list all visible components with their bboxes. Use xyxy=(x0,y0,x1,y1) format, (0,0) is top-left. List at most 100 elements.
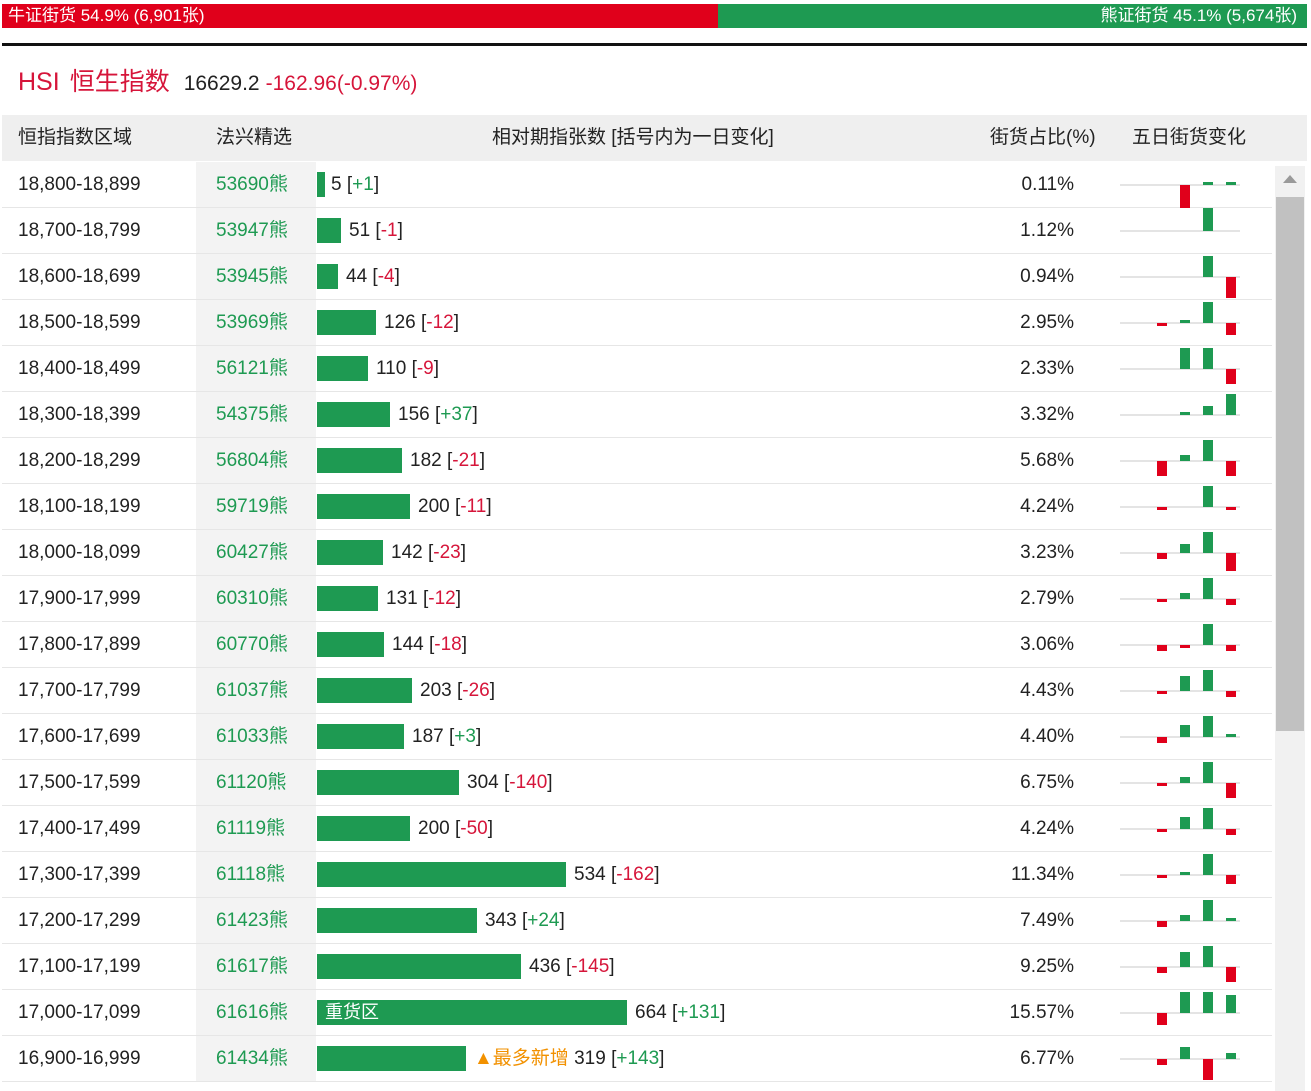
index-price: 16629.2 xyxy=(183,72,260,95)
sparkline-bar xyxy=(1203,532,1213,553)
share-percent: 2.95% xyxy=(1020,312,1074,333)
pick-warrant-link[interactable]: 61119熊 xyxy=(196,806,316,851)
pick-warrant-link[interactable]: 61616熊 xyxy=(196,990,316,1035)
count-label: 144 [-18] xyxy=(392,634,468,655)
pick-warrant-link[interactable]: 61120熊 xyxy=(196,760,316,805)
pick-warrant-link[interactable]: 61617熊 xyxy=(196,944,316,989)
scroll-up-arrow-icon[interactable] xyxy=(1283,175,1297,183)
count-value: 304 xyxy=(467,772,499,793)
index-range: 17,900-17,999 xyxy=(18,588,141,609)
pick-warrant-link[interactable]: 56804熊 xyxy=(196,438,316,483)
share-percent: 6.77% xyxy=(1020,1048,1074,1069)
pick-warrant-link[interactable]: 61118熊 xyxy=(196,852,316,897)
table-row: 17,000-17,099 61616熊 重货区 664 [+131] 15.57% xyxy=(2,990,1272,1036)
count-bar xyxy=(317,908,477,933)
share-percent: 3.23% xyxy=(1020,542,1074,563)
share-percent: 0.11% xyxy=(1021,174,1074,195)
table-row: 17,600-17,699 61033熊 187 [+3] 4.40% xyxy=(2,714,1272,760)
table-header: 恒指指数区域 法兴精选 相对期指张数 [括号内为一日变化] 街货占比(%) 五日… xyxy=(2,115,1307,161)
pick-warrant-link[interactable]: 61033熊 xyxy=(196,714,316,759)
five-day-sparkline xyxy=(1120,578,1240,605)
five-day-sparkline xyxy=(1120,1047,1240,1080)
count-bar xyxy=(317,218,341,243)
count-change: -18 xyxy=(434,634,462,655)
sparkline-bar xyxy=(1226,783,1236,798)
pick-warrant-link[interactable]: 61423熊 xyxy=(196,898,316,943)
count-change: +37 xyxy=(440,404,473,425)
pick-warrant-link[interactable]: 54375熊 xyxy=(196,392,316,437)
count-label: ▲最多新增 319 [+143] xyxy=(474,1048,665,1069)
count-value: 343 xyxy=(485,910,517,931)
table-row: 18,800-18,899 53690熊 5 [+1] 0.11% xyxy=(2,162,1272,208)
sparkline-bar xyxy=(1157,783,1167,786)
count-value: 200 xyxy=(418,496,450,517)
sparkline-bar xyxy=(1180,185,1190,208)
sparkline-bar xyxy=(1157,323,1167,326)
count-value: 436 xyxy=(529,956,561,977)
count-change: -9 xyxy=(416,358,434,379)
count-value: 144 xyxy=(392,634,424,655)
count-change: +143 xyxy=(616,1048,660,1069)
sparkline-bar xyxy=(1226,645,1236,651)
index-code[interactable]: HSI xyxy=(18,68,60,96)
col-pick-header: 法兴精选 xyxy=(216,127,293,148)
sparkline-bar xyxy=(1203,182,1213,185)
share-percent: 3.32% xyxy=(1020,404,1074,425)
sparkline-bar xyxy=(1157,875,1167,878)
col-range-header: 恒指指数区域 xyxy=(18,127,133,148)
table-row: 17,900-17,999 60310熊 131 [-12] 2.79% xyxy=(2,576,1272,622)
pick-warrant-link[interactable]: 53945熊 xyxy=(196,254,316,299)
pick-warrant-link[interactable]: 53690熊 xyxy=(196,162,316,207)
share-percent: 4.24% xyxy=(1020,496,1074,517)
count-change: +3 xyxy=(454,726,476,747)
count-change: -140 xyxy=(509,772,548,793)
index-range: 18,500-18,599 xyxy=(18,312,141,333)
sparkline-bar xyxy=(1203,808,1213,829)
table-row: 18,600-18,699 53945熊 44 [-4] 0.94% xyxy=(2,254,1272,300)
sparkline-bar xyxy=(1226,829,1236,835)
scroll-thumb[interactable] xyxy=(1276,197,1304,731)
scrollbar[interactable] xyxy=(1275,166,1305,1091)
index-range: 18,600-18,699 xyxy=(18,266,141,287)
bull-ratio: 牛证街货 54.9% (6,901张) xyxy=(2,4,719,28)
count-label: 131 [-12] xyxy=(386,588,462,609)
count-label: 187 [+3] xyxy=(412,726,482,747)
pick-warrant-link[interactable]: 60310熊 xyxy=(196,576,316,621)
pick-warrant-link[interactable]: 53969熊 xyxy=(196,300,316,345)
index-range: 17,800-17,899 xyxy=(18,634,141,655)
pick-warrant-link[interactable]: 56121熊 xyxy=(196,346,316,391)
sparkline-bar xyxy=(1203,946,1213,967)
pick-warrant-link[interactable]: 61434熊 xyxy=(196,1036,316,1081)
count-bar xyxy=(317,448,402,473)
divider xyxy=(2,43,1307,46)
index-name[interactable]: 恒生指数 xyxy=(69,68,170,96)
sparkline-bar xyxy=(1203,348,1213,369)
index-change: -162.96(-0.97%) xyxy=(265,72,418,95)
pick-warrant-link[interactable]: 60770熊 xyxy=(196,622,316,667)
count-bar xyxy=(317,264,338,289)
count-label: 343 [+24] xyxy=(485,910,565,931)
count-label: 110 [-9] xyxy=(376,358,440,379)
pick-warrant-link[interactable]: 59719熊 xyxy=(196,484,316,529)
sparkline-bar xyxy=(1226,553,1236,571)
count-change: -1 xyxy=(380,220,398,241)
sparkline-bar xyxy=(1180,1047,1190,1059)
pick-warrant-link[interactable]: 61037熊 xyxy=(196,668,316,713)
five-day-sparkline xyxy=(1120,992,1240,1025)
table-row: 17,500-17,599 61120熊 304 [-140] 6.75% xyxy=(2,760,1272,806)
bull-bear-ratio-bar: 牛证街货 54.9% (6,901张) 熊证街货 45.1% (5,674张) xyxy=(2,4,1307,28)
pick-warrant-link[interactable]: 53947熊 xyxy=(196,208,316,253)
pick-warrant-link[interactable]: 60427熊 xyxy=(196,530,316,575)
sparkline-bar xyxy=(1226,182,1236,185)
share-percent: 4.24% xyxy=(1020,818,1074,839)
count-bar xyxy=(317,954,521,979)
sparkline-bar xyxy=(1157,967,1167,973)
five-day-sparkline xyxy=(1120,946,1240,982)
sparkline-bar xyxy=(1226,1053,1236,1059)
sparkline-bar xyxy=(1203,208,1213,231)
index-range: 16,900-16,999 xyxy=(18,1048,141,1069)
col-five-day-header: 五日街货变化 xyxy=(1132,127,1247,148)
sparkline-bar xyxy=(1203,406,1213,415)
share-percent: 2.33% xyxy=(1020,358,1074,379)
sparkline-bar xyxy=(1226,369,1236,384)
